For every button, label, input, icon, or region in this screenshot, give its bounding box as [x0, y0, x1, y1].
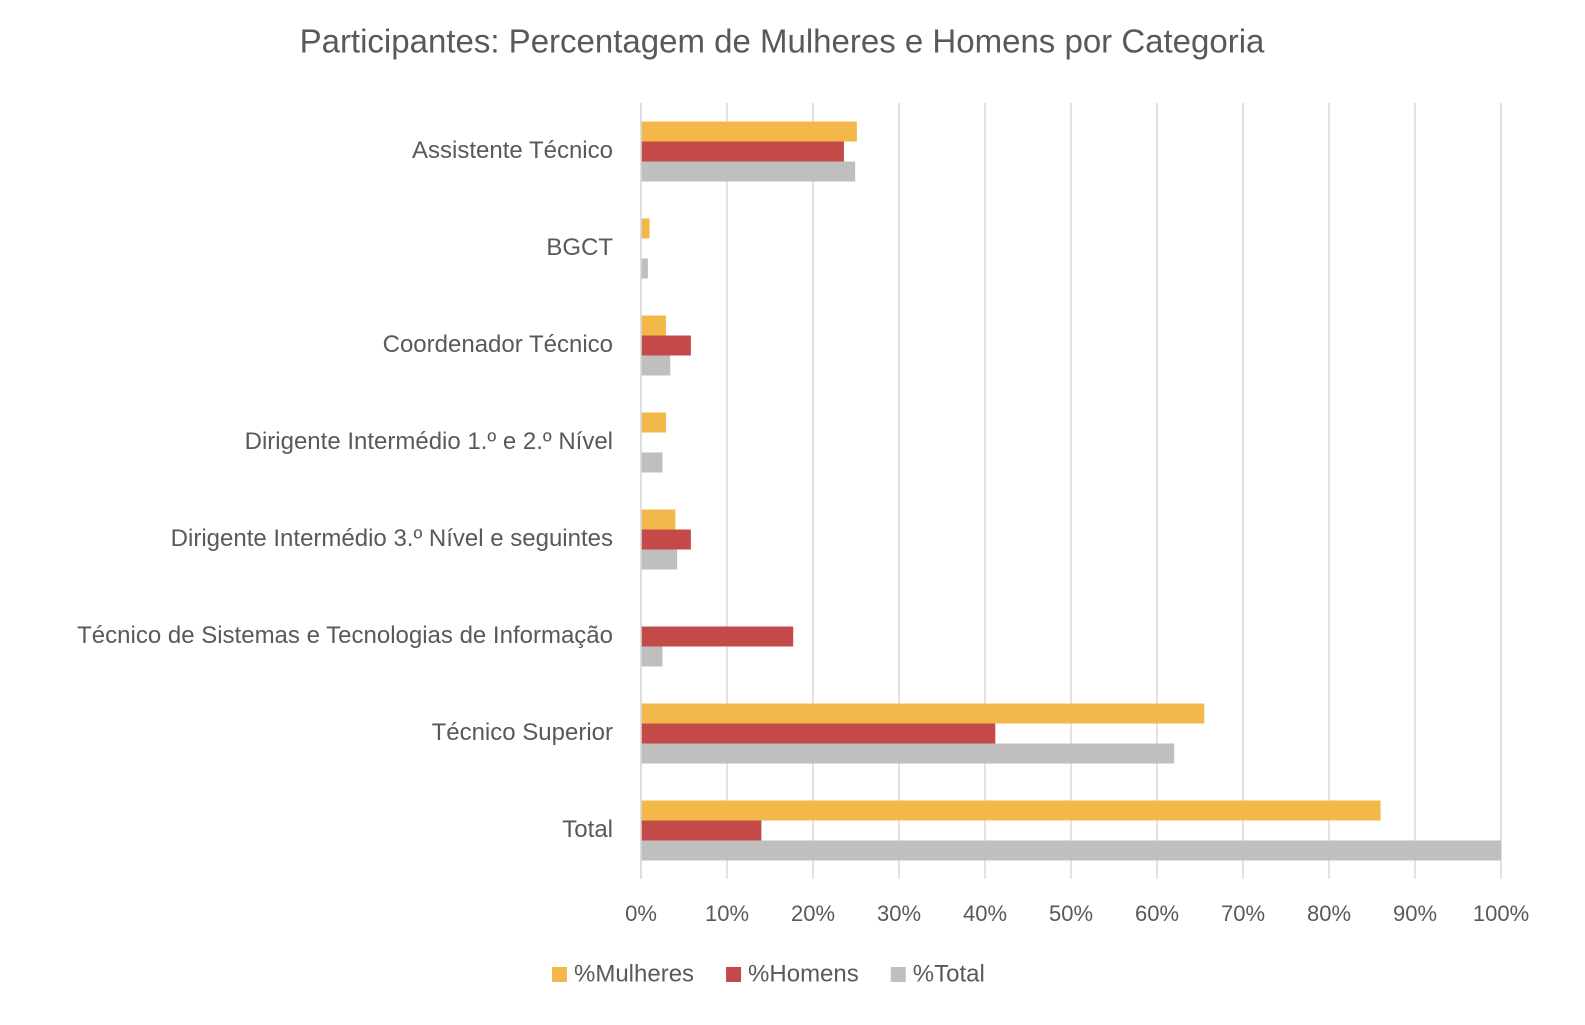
x-tick-label: 80%: [1307, 901, 1351, 926]
y-tick-label: Técnico de Sistemas e Tecnologias de Inf…: [77, 622, 613, 649]
bar: [641, 121, 857, 142]
bar: [641, 141, 844, 162]
bar: [641, 820, 762, 841]
x-tick-label: 40%: [963, 901, 1007, 926]
bar: [641, 509, 676, 530]
bar: [641, 703, 1205, 724]
legend-swatch: [726, 967, 742, 982]
bar: [641, 412, 666, 433]
bar: [641, 723, 996, 744]
y-tick-label: Dirigente Intermédio 3.º Nível e seguint…: [171, 525, 613, 552]
bar: [641, 840, 1501, 861]
x-tick-label: 30%: [877, 901, 921, 926]
bar: [641, 800, 1381, 821]
x-tick-label: 0%: [625, 901, 657, 926]
x-tick-label: 100%: [1473, 901, 1529, 926]
y-tick-label: Total: [562, 816, 613, 843]
legend-swatch: [890, 967, 906, 982]
bar: [641, 355, 671, 376]
x-tick-label: 10%: [705, 901, 749, 926]
bar: [641, 549, 678, 570]
bar: [641, 161, 856, 182]
y-tick-label: Assistente Técnico: [412, 137, 613, 164]
legend-label: %Homens: [748, 960, 859, 987]
bar: [641, 646, 663, 667]
bar: [641, 529, 691, 550]
y-tick-label: Técnico Superior: [432, 719, 613, 746]
bar: [641, 335, 691, 356]
chart-title: Participantes: Percentagem de Mulheres e…: [300, 23, 1265, 60]
x-tick-label: 60%: [1135, 901, 1179, 926]
legend-label: %Total: [913, 960, 985, 987]
bar: [641, 315, 666, 336]
bar: [641, 258, 648, 279]
x-tick-label: 70%: [1221, 901, 1265, 926]
x-tick-label: 90%: [1393, 901, 1437, 926]
y-tick-label: Dirigente Intermédio 1.º e 2.º Nível: [245, 428, 613, 455]
bar: [641, 218, 650, 239]
legend-swatch: [552, 967, 567, 982]
bar: [641, 743, 1175, 764]
y-tick-label: Coordenador Técnico: [383, 331, 613, 358]
bar: [641, 452, 663, 473]
y-tick-label: BGCT: [546, 234, 613, 261]
x-tick-label: 20%: [791, 901, 835, 926]
legend-label: %Mulheres: [574, 960, 694, 987]
x-tick-label: 50%: [1049, 901, 1093, 926]
bar: [641, 626, 794, 647]
